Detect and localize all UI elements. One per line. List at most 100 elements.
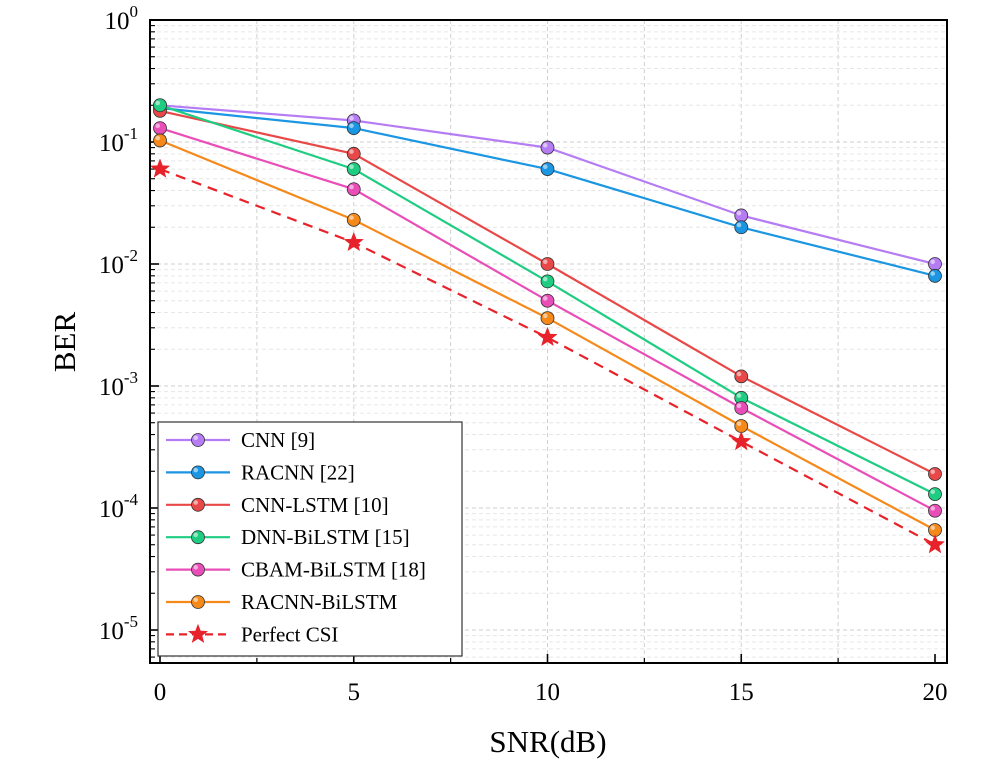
legend: CNN [9] RACNN [22] CNN-LSTM [10] DNN-BiLSTM… <box>157 421 463 657</box>
data-point-0-1-highlight <box>349 115 354 121</box>
y-tick-label-5: 10-5 <box>99 612 138 645</box>
data-point-4-4 <box>928 503 942 518</box>
data-point-2-4-highlight <box>930 469 935 474</box>
data-point-1-2-highlight <box>542 164 548 170</box>
data-point-3-1-highlight <box>349 164 354 170</box>
legend-entry-5: RACNN-BiLSTM <box>166 590 398 614</box>
x-tick-label-3: 15 <box>729 679 754 706</box>
x-axis-label: SNR(dB) <box>489 724 606 759</box>
legend-entry-1: RACNN [22] <box>166 460 355 484</box>
data-point-3-2-highlight <box>542 276 548 282</box>
data-point-5-1 <box>346 212 361 227</box>
legend-marker-5 <box>191 595 205 609</box>
data-point-5-3-highlight <box>736 421 742 427</box>
x-tick-label-2: 10 <box>535 679 560 706</box>
data-point-2-2 <box>540 257 555 271</box>
legend-entry-3: DNN-BiLSTM [15] <box>166 525 410 549</box>
data-point-4-2 <box>540 293 555 308</box>
legend-marker-4-highlight <box>193 565 199 570</box>
y-tick-exponent: -2 <box>124 246 138 265</box>
series-line-6 <box>159 168 936 546</box>
legend-entry-6: Perfect CSI <box>166 622 338 646</box>
legend-marker-0-highlight <box>193 435 199 440</box>
data-point-3-0-highlight <box>155 100 161 106</box>
data-point-2-3 <box>734 369 749 384</box>
y-tick-base: 10 <box>99 618 124 645</box>
data-point-6-4 <box>924 534 946 554</box>
y-tick-exponent: -3 <box>124 368 138 387</box>
y-tick-base: 10 <box>99 374 124 401</box>
legend-marker-2-highlight <box>193 500 199 505</box>
y-tick-label-4: 10-4 <box>99 490 139 523</box>
data-point-3-4 <box>928 487 942 501</box>
y-tick-exponent: -5 <box>124 612 138 631</box>
legend-marker-0 <box>191 433 205 447</box>
data-point-3-0 <box>153 98 167 113</box>
legend-label-0: CNN [9] <box>241 428 315 452</box>
data-point-2-1 <box>346 146 361 161</box>
y-tick-base: 10 <box>105 8 130 35</box>
y-tick-base: 10 <box>99 130 124 157</box>
legend-entry-2: CNN-LSTM [10] <box>166 493 389 517</box>
legend-label-6: Perfect CSI <box>241 622 338 646</box>
legend-label-1: RACNN [22] <box>241 460 355 484</box>
legend-marker-1-highlight <box>193 467 199 473</box>
data-point-1-4 <box>928 268 942 283</box>
series-6 <box>149 158 946 554</box>
legend-label-2: CNN-LSTM [10] <box>241 493 389 517</box>
data-point-0-2-highlight <box>542 143 548 148</box>
legend-box <box>157 421 463 657</box>
data-point-0-3 <box>734 208 749 223</box>
y-axis-label: BER <box>47 312 82 373</box>
data-point-0-3-highlight <box>736 210 742 216</box>
data-point-5-2 <box>540 311 555 326</box>
data-point-1-1 <box>346 121 361 135</box>
data-point-4-0 <box>153 121 167 135</box>
legend-marker-6 <box>187 623 209 644</box>
legend-marker-4 <box>191 562 205 577</box>
legend-marker-3 <box>191 530 205 545</box>
series-1 <box>153 101 942 283</box>
x-tick-label-1: 5 <box>348 679 361 706</box>
legend-label-5: RACNN-BiLSTM <box>241 590 398 614</box>
data-point-4-1 <box>346 182 361 197</box>
legend-label-3: DNN-BiLSTM [15] <box>241 525 410 549</box>
data-point-0-2 <box>540 140 555 155</box>
data-point-5-2-highlight <box>542 313 548 319</box>
data-point-4-4-highlight <box>930 506 935 511</box>
data-point-0-4 <box>928 257 942 271</box>
legend-marker-2 <box>191 497 205 512</box>
legend-marker-5-highlight <box>193 597 199 602</box>
data-point-6-1 <box>343 231 364 252</box>
y-tick-label-3: 10-3 <box>99 368 138 401</box>
data-point-0-4-highlight <box>930 259 935 264</box>
legend-marker-3-highlight <box>193 532 199 538</box>
data-point-1-3 <box>734 220 749 235</box>
series-2 <box>153 103 942 481</box>
data-point-4-1-highlight <box>349 184 354 190</box>
data-point-6-0 <box>149 158 171 178</box>
data-point-5-1-highlight <box>349 215 354 220</box>
series-5 <box>153 133 942 537</box>
data-point-3-3-highlight <box>736 393 742 398</box>
y-tick-label-2: 10-2 <box>99 246 138 279</box>
x-tick-label-0: 0 <box>154 679 167 706</box>
data-point-4-3-highlight <box>736 403 742 409</box>
data-point-3-2 <box>540 274 555 289</box>
legend-entry-4: CBAM-BiLSTM [18] <box>166 558 426 582</box>
legend-marker-1 <box>191 465 205 480</box>
data-point-2-1-highlight <box>349 149 354 154</box>
series-lines <box>149 98 946 554</box>
data-point-5-3 <box>734 419 749 433</box>
y-tick-label-0: 100 <box>105 2 139 35</box>
data-point-2-2-highlight <box>542 259 548 264</box>
y-tick-base: 10 <box>99 252 124 279</box>
data-point-6-2 <box>537 326 558 347</box>
y-tick-exponent: 0 <box>130 2 139 21</box>
data-point-4-2-highlight <box>542 296 548 301</box>
y-tick-label-1: 10-1 <box>99 124 138 157</box>
data-point-1-4-highlight <box>930 271 935 276</box>
data-point-1-2 <box>540 162 555 176</box>
